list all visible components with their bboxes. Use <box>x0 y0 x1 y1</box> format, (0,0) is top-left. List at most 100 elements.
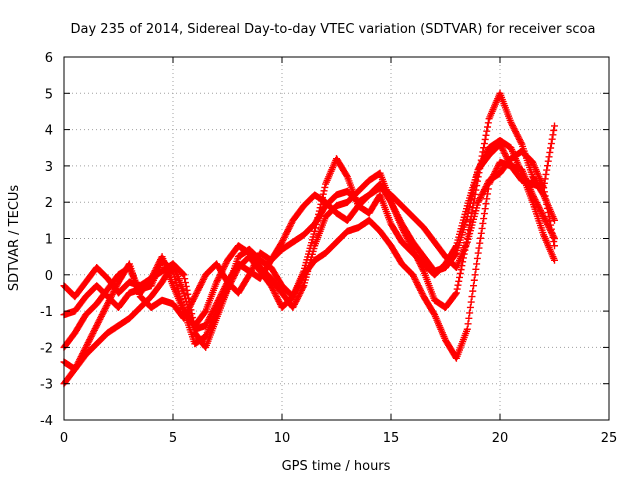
data-point <box>245 271 253 279</box>
data-point-interp <box>516 137 524 145</box>
data-point-interp <box>199 277 207 285</box>
data-point-interp <box>291 299 299 307</box>
data-point-interp <box>153 264 161 272</box>
data-point-interp <box>468 293 476 301</box>
data-point-interp <box>287 219 295 227</box>
data-point-interp <box>417 261 425 269</box>
data-point-interp <box>469 287 477 295</box>
data-point-interp <box>483 127 491 135</box>
x-tick-label: 5 <box>169 431 177 446</box>
data-point-interp <box>547 228 555 236</box>
data-point-interp <box>253 255 261 263</box>
data-point-interp <box>315 210 323 218</box>
data-point-interp <box>400 228 408 236</box>
data-point-interp <box>90 328 98 336</box>
data-point-interp <box>97 312 105 320</box>
y-tick-label: -4 <box>40 414 53 429</box>
data-point-interp <box>410 247 418 255</box>
data-point-interp <box>284 226 292 234</box>
data-point-interp <box>482 183 490 191</box>
data-point-interp <box>549 131 557 139</box>
data-point <box>191 293 199 301</box>
data-point-interp <box>481 205 489 213</box>
data-point-interp <box>415 283 423 291</box>
data-point-interp <box>475 244 483 252</box>
data-point-interp <box>198 279 206 287</box>
data-point-interp <box>269 286 277 294</box>
data-point-interp <box>192 291 200 299</box>
data-point-interp <box>500 148 508 156</box>
data-point-interp <box>72 364 80 372</box>
data-point-interp <box>282 230 290 238</box>
data-point-interp <box>343 171 351 179</box>
data-point-interp <box>494 163 502 171</box>
data-point <box>267 282 275 290</box>
chart-title: Day 235 of 2014, Sidereal Day-to-day VTE… <box>71 22 596 37</box>
data-point-interp <box>269 285 277 293</box>
data-point-interp <box>418 289 426 297</box>
data-point-interp <box>213 277 221 285</box>
data-point-interp <box>412 277 420 285</box>
data-point-interp <box>471 190 479 198</box>
data-point-interp <box>86 334 94 342</box>
data-point-interp <box>100 308 108 316</box>
data-point-interp <box>252 258 260 266</box>
data-point-interp <box>293 285 301 293</box>
data-point-interp <box>418 264 426 272</box>
data-point-interp <box>536 206 544 214</box>
data-point-interp <box>106 295 114 303</box>
data-point-interp <box>178 269 186 277</box>
data-point-interp <box>319 190 327 198</box>
data-point-interp <box>107 292 115 300</box>
data-point-interp <box>498 145 506 153</box>
data-point-interp <box>473 254 481 262</box>
data-point-interp <box>246 269 254 277</box>
data-point-interp <box>75 357 83 365</box>
data-point-interp <box>417 263 425 271</box>
data-point-interp <box>181 275 189 283</box>
data-point-interp <box>195 285 203 293</box>
data-point-interp <box>313 217 321 225</box>
data-point-interp <box>477 234 485 242</box>
data-point <box>213 278 221 286</box>
data-point-interp <box>181 313 189 321</box>
data-point-interp <box>403 233 411 241</box>
data-point-interp <box>480 144 488 152</box>
data-point-interp <box>479 219 487 227</box>
data-point-interp <box>534 202 542 210</box>
data-point-interp <box>484 123 492 131</box>
data-point <box>278 238 286 246</box>
series-sat-a <box>60 140 558 333</box>
data-point-interp <box>316 204 324 212</box>
data-point-interp <box>549 231 557 239</box>
y-tick-labels: -4 -3 -2 -1 0 1 2 3 4 5 6 <box>40 51 53 429</box>
data-point-interp <box>478 152 486 160</box>
data-point <box>289 293 297 301</box>
data-point-interp <box>544 222 552 230</box>
data-point-interp <box>417 288 425 296</box>
data-point-interp <box>102 303 110 311</box>
data-point-interp <box>149 271 157 279</box>
data-point-interp <box>402 231 410 239</box>
data-point-interp <box>232 268 240 276</box>
data-point-interp <box>456 273 464 281</box>
data-point-interp <box>74 359 82 367</box>
x-axis-label: GPS time / hours <box>282 459 391 474</box>
data-point-interp <box>200 274 208 282</box>
data-point-interp <box>473 177 481 185</box>
data-point-interp <box>189 296 197 304</box>
data-point-interp <box>476 195 484 203</box>
data-point-interp <box>401 230 409 238</box>
data-point-interp <box>482 200 490 208</box>
data-point-interp <box>477 192 485 200</box>
data-point-interp <box>508 120 516 128</box>
data-point-interp <box>470 199 478 207</box>
data-point-interp <box>538 210 546 218</box>
data-point-interp <box>294 283 302 291</box>
data-point-interp <box>214 275 222 283</box>
data-point-interp <box>222 259 230 267</box>
y-tick-label: 5 <box>45 87 53 102</box>
data-point <box>180 314 188 322</box>
data-point-interp <box>86 336 94 344</box>
data-point-interp <box>540 214 548 222</box>
